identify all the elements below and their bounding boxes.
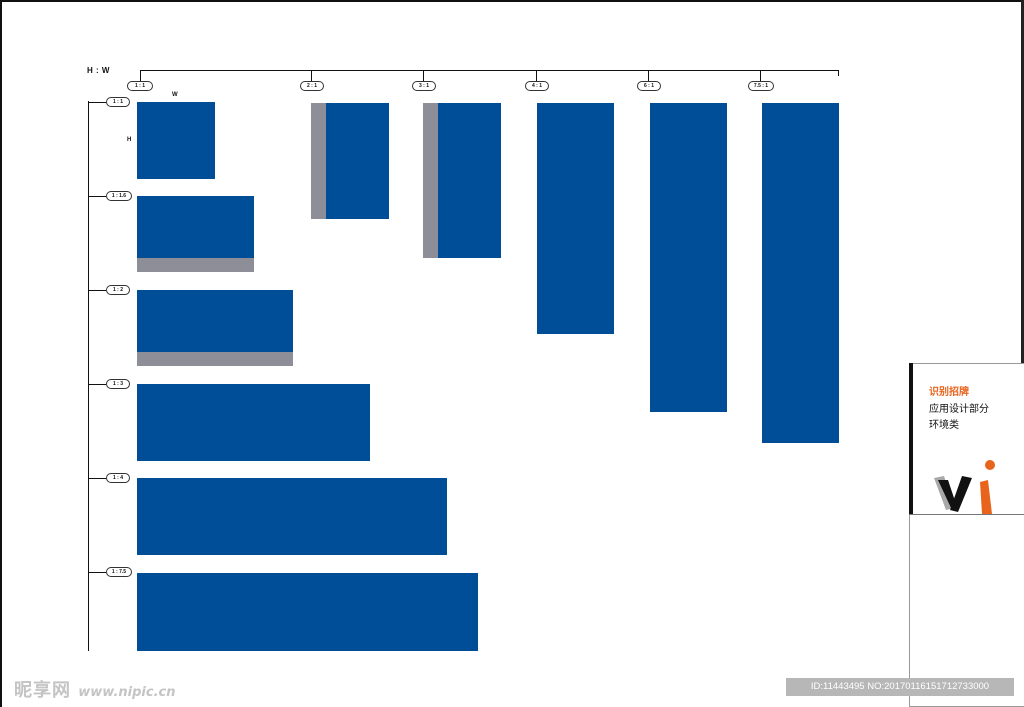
left-ratio-label: 1 : 1 xyxy=(106,97,130,107)
frame-edge xyxy=(1021,0,1024,707)
top-tick xyxy=(311,70,312,82)
left-ratio-label: 1 : 1.6 xyxy=(106,191,132,201)
height-label: H xyxy=(127,137,132,143)
watermark-site: 昵享网 www.nipic.cn xyxy=(14,680,176,701)
left-tick xyxy=(88,478,106,479)
sign-3-1 xyxy=(438,103,501,258)
left-axis-line xyxy=(88,101,89,651)
sign-4-1 xyxy=(537,103,614,334)
panel-category: 环境类 xyxy=(929,420,959,431)
sign-1-1.6-shade xyxy=(137,258,254,272)
top-tick xyxy=(536,70,537,82)
watermark-id: ID:11443495 NO:20170116151712733000 xyxy=(786,678,1014,696)
sign-1-4 xyxy=(137,478,447,555)
panel-accent-band xyxy=(909,363,913,515)
sign-1-1.6 xyxy=(137,196,254,258)
top-tick xyxy=(140,70,141,82)
sign-1-2 xyxy=(137,290,293,352)
ratio-title: H : W xyxy=(87,66,110,75)
title-panel xyxy=(909,363,1024,707)
left-ratio-label: 1 : 4 xyxy=(106,473,130,483)
sign-2-1-shade xyxy=(311,103,326,219)
sign-1-3 xyxy=(137,384,370,461)
left-tick xyxy=(88,290,106,291)
top-ratio-label: 1 : 1 xyxy=(127,81,153,91)
top-tick xyxy=(760,70,761,82)
panel-heading: 识别招牌 xyxy=(929,387,969,398)
left-tick xyxy=(88,572,106,573)
top-ratio-label: 6 : 1 xyxy=(637,81,661,91)
sign-1-1 xyxy=(137,102,215,179)
left-tick xyxy=(88,102,106,103)
top-tick xyxy=(648,70,649,82)
top-ratio-label: 7.5 : 1 xyxy=(748,81,774,91)
left-ratio-label: 1 : 7.5 xyxy=(106,567,132,577)
sign-1-2-shade xyxy=(137,352,293,366)
top-tick xyxy=(423,70,424,82)
left-tick xyxy=(88,196,106,197)
left-ratio-label: 1 : 3 xyxy=(106,379,130,389)
width-label: W xyxy=(172,92,178,98)
sign-1-7.5 xyxy=(137,573,478,651)
top-ratio-label: 2 : 1 xyxy=(300,81,324,91)
sign-3-1-shade xyxy=(423,103,438,258)
vi-logo-icon xyxy=(934,460,995,514)
sign-7.5-1 xyxy=(762,103,839,443)
top-axis-line xyxy=(140,70,838,71)
sign-2-1 xyxy=(326,103,389,219)
panel-divider xyxy=(909,514,1024,515)
top-ratio-label: 3 : 1 xyxy=(412,81,436,91)
top-ratio-label: 4 : 1 xyxy=(525,81,549,91)
left-ratio-label: 1 : 2 xyxy=(106,285,130,295)
sign-6-1 xyxy=(650,103,727,412)
top-tick xyxy=(838,70,839,76)
left-tick xyxy=(88,384,106,385)
panel-subheading: 应用设计部分 xyxy=(929,404,989,415)
